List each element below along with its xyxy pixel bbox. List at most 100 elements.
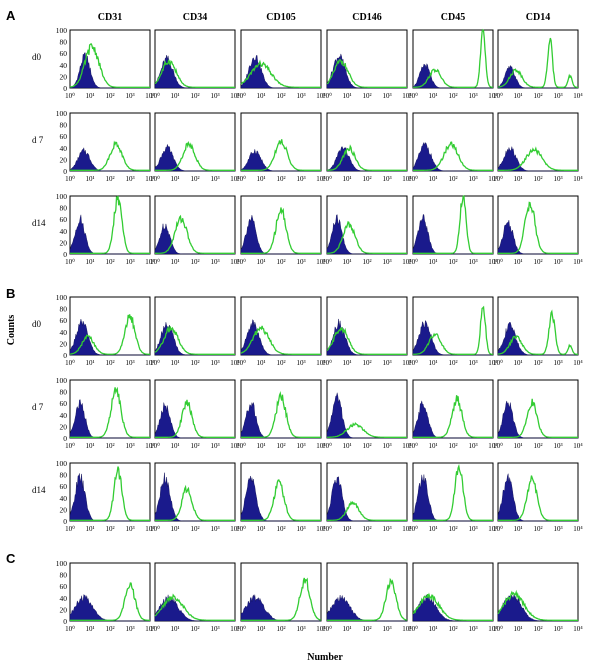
- x-tick-label: 10⁴: [230, 442, 240, 450]
- x-tick-label: 10¹: [85, 175, 94, 183]
- control-histogram: [412, 141, 493, 172]
- x-tick-label: 10¹: [85, 359, 94, 367]
- x-tick-label: 10³: [210, 258, 219, 266]
- x-tick-label: 10³: [382, 258, 391, 266]
- x-tick-label: 10³: [468, 625, 477, 633]
- control-histogram: [497, 64, 578, 89]
- marker-histogram: [240, 59, 321, 88]
- x-tick-label: 10⁰: [493, 525, 503, 533]
- histogram-panel: 10⁰ 10¹ 10² 10³ 10⁴: [65, 379, 155, 450]
- x-tick-label: 10⁴: [145, 258, 155, 266]
- x-tick-label: 10³: [468, 442, 477, 450]
- control-histogram: [69, 52, 150, 89]
- histogram-panel: 10⁰ 10¹ 10² 10³ 10⁴: [65, 195, 155, 266]
- x-tick-label: 10⁰: [65, 175, 75, 183]
- x-tick-label: 10⁰: [408, 625, 418, 633]
- x-tick-label: 10⁴: [573, 359, 583, 367]
- x-tick-label: 10¹: [170, 525, 179, 533]
- x-tick-label: 10³: [125, 92, 134, 100]
- control-histogram: [240, 401, 321, 439]
- x-tick-label: 10¹: [513, 442, 522, 450]
- x-tick-label: 10³: [210, 175, 219, 183]
- x-tick-label: 10¹: [428, 359, 437, 367]
- histogram-panel: 10⁰ 10¹ 10² 10³ 10⁴: [408, 462, 498, 533]
- column-header-cd105: CD105: [266, 12, 295, 23]
- x-tick-label: 10³: [210, 525, 219, 533]
- y-tick-label: 40: [60, 594, 68, 603]
- x-tick-label: 10⁰: [322, 525, 332, 533]
- control-histogram: [154, 594, 235, 622]
- histogram-panel: 10⁰ 10¹ 10² 10³ 10⁴: [65, 29, 155, 100]
- x-tick-label: 10⁰: [493, 175, 503, 183]
- marker-histogram: [413, 195, 493, 254]
- histogram-panel: 10⁰ 10¹ 10² 10³ 10⁴: [150, 562, 240, 633]
- x-tick-label: 10²: [276, 525, 285, 533]
- marker-histogram: [497, 589, 578, 621]
- x-tick-label: 10⁴: [316, 442, 326, 450]
- x-tick-label: 10⁰: [150, 359, 160, 367]
- row-label: d 7: [32, 402, 44, 412]
- y-tick-label: 40: [60, 328, 68, 337]
- x-tick-label: 10¹: [342, 258, 351, 266]
- x-tick-label: 10⁴: [488, 175, 498, 183]
- control-histogram: [326, 53, 407, 89]
- y-tick-label: 40: [60, 494, 68, 503]
- control-histogram: [497, 400, 578, 439]
- column-header-cd14: CD14: [526, 12, 550, 23]
- x-tick-label: 10⁰: [493, 258, 503, 266]
- x-tick-label: 10³: [382, 442, 391, 450]
- x-tick-label: 10²: [448, 175, 457, 183]
- x-tick-label: 10²: [105, 258, 114, 266]
- x-tick-label: 10³: [210, 92, 219, 100]
- x-tick-label: 10⁴: [573, 625, 583, 633]
- histogram-panel: 10⁰ 10¹ 10² 10³ 10⁴: [322, 112, 412, 183]
- x-tick-label: 10²: [533, 525, 542, 533]
- histogram-panel: 10⁰ 10¹ 10² 10³ 10⁴: [322, 462, 412, 533]
- x-tick-label: 10³: [296, 525, 305, 533]
- x-tick-label: 10²: [362, 525, 371, 533]
- control-histogram: [412, 63, 493, 89]
- marker-histogram: [70, 582, 150, 621]
- x-tick-label: 10³: [296, 625, 305, 633]
- x-tick-label: 10²: [533, 442, 542, 450]
- x-tick-label: 10²: [105, 625, 114, 633]
- x-tick-label: 10²: [533, 175, 542, 183]
- x-tick-label: 10⁴: [573, 442, 583, 450]
- x-tick-label: 10¹: [170, 92, 179, 100]
- y-tick-label: 0: [63, 250, 67, 259]
- x-tick-label: 10⁰: [65, 359, 75, 367]
- histogram-panel: 10⁰ 10¹ 10² 10³ 10⁴: [236, 195, 326, 266]
- x-tick-label: 10⁴: [145, 92, 155, 100]
- x-tick-label: 10²: [105, 359, 114, 367]
- x-tick-label: 10²: [362, 258, 371, 266]
- x-tick-label: 10⁴: [316, 175, 326, 183]
- histogram-panel: 10⁰ 10¹ 10² 10³ 10⁴: [408, 195, 498, 266]
- x-tick-label: 10⁴: [316, 525, 326, 533]
- marker-histogram: [70, 140, 150, 171]
- marker-histogram: [69, 314, 151, 355]
- marker-histogram: [70, 386, 150, 438]
- histogram-panel: 10⁰ 10¹ 10² 10³ 10⁴: [493, 29, 583, 100]
- histogram-panel: 10⁰ 10¹ 10² 10³ 10⁴: [493, 562, 583, 633]
- x-tick-label: 10⁰: [408, 359, 418, 367]
- x-tick-label: 10⁴: [402, 525, 412, 533]
- x-tick-label: 10²: [190, 359, 199, 367]
- x-tick-label: 10⁴: [230, 92, 240, 100]
- x-tick-label: 10¹: [513, 92, 522, 100]
- x-tick-label: 10¹: [85, 625, 94, 633]
- x-tick-label: 10²: [533, 625, 542, 633]
- column-header-cd31: CD31: [98, 12, 122, 23]
- marker-histogram: [497, 309, 579, 355]
- panel-group-label-a: A: [6, 8, 16, 23]
- x-tick-label: 10⁴: [402, 625, 412, 633]
- x-tick-label: 10²: [190, 258, 199, 266]
- x-tick-label: 10¹: [170, 625, 179, 633]
- x-tick-label: 10⁴: [316, 359, 326, 367]
- x-tick-label: 10⁴: [230, 525, 240, 533]
- histogram-panel: 10⁰ 10¹ 10² 10³ 10⁴: [236, 112, 326, 183]
- panel-group-label-c: C: [6, 551, 16, 566]
- x-tick-label: 10⁰: [236, 625, 246, 633]
- x-tick-label: 10²: [362, 92, 371, 100]
- x-tick-label: 10¹: [256, 625, 265, 633]
